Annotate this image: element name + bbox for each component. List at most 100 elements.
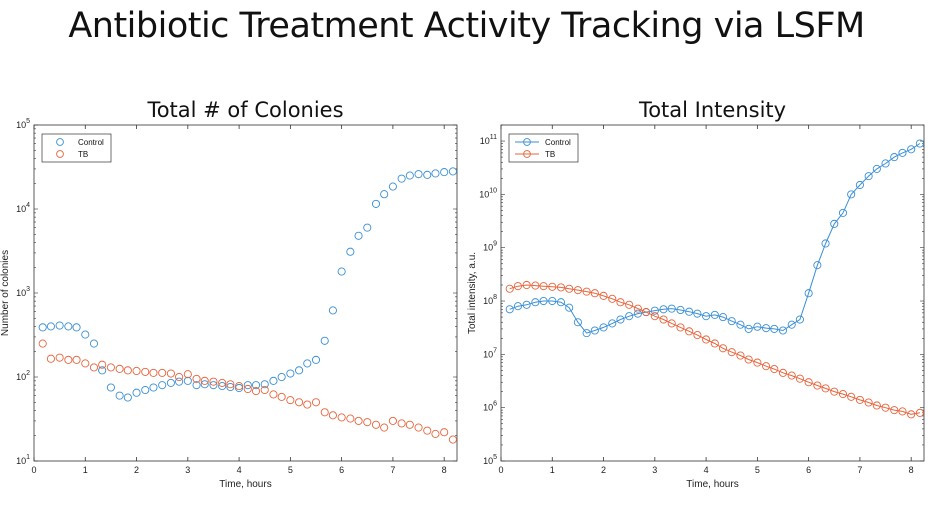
data-point [795,374,804,383]
data-point [847,392,856,401]
data-point [311,398,321,407]
data-point [260,385,269,395]
x-tick-label: 4 [237,465,242,475]
data-point [608,319,617,328]
data-point [149,368,158,377]
data-point [235,383,244,393]
data-point [251,387,261,396]
data-point [633,304,642,313]
data-point [218,382,227,391]
data-point [625,300,634,309]
data-point [337,413,346,422]
x-tick-label: 7 [857,465,862,475]
data-point [218,378,227,387]
y-axis-label: Number of colonies [0,250,11,336]
data-point [260,380,269,389]
data-point [81,330,90,339]
data-point [872,164,881,173]
x-tick-label: 5 [755,465,760,475]
data-point [505,305,514,314]
data-point [864,172,873,181]
data-point [286,369,295,378]
data-point [736,320,745,329]
y-tick-label: 103 [16,286,30,298]
data-point [898,148,907,157]
y-tick-label: 101 [16,454,30,466]
data-point [72,323,81,332]
data-point [55,353,64,362]
data-point [770,324,779,333]
legend-marker [56,138,64,146]
data-point [881,403,890,412]
legend-label: TB [78,150,88,159]
series-control [505,139,924,338]
data-point [132,388,141,397]
data-point [599,291,608,300]
data-point [659,315,668,324]
data-point [354,231,363,240]
data-point [72,355,81,364]
data-point [380,190,389,199]
data-point [371,199,381,208]
data-point [890,406,899,415]
x-tick-label: 8 [909,465,914,475]
data-point [243,384,252,394]
data-point [251,381,261,390]
data-point [676,305,685,315]
data-point [158,368,167,377]
data-point [320,408,329,417]
data-point [787,371,796,380]
x-tick-label: 1 [83,465,88,475]
x-tick-label: 7 [390,465,395,475]
y-tick-label: 109 [483,241,497,253]
data-point [556,283,566,292]
data-point [881,159,890,168]
data-point [770,365,779,374]
data-point [531,281,540,290]
data-point [582,287,591,296]
data-point [286,396,295,405]
data-point [141,367,150,376]
y-axis-label: Total intensity, a.u. [467,252,478,334]
data-point [616,315,625,324]
data-point [328,411,337,420]
data-point [303,359,312,368]
x-tick-label: 3 [185,465,190,475]
data-point [855,180,864,190]
data-point [804,378,813,387]
data-point [744,355,753,364]
data-point [380,423,389,432]
data-point [513,282,522,291]
data-point [423,426,432,435]
y-tick-label: 105 [16,118,30,130]
data-point [855,395,864,404]
data-point [565,284,574,293]
data-point [115,364,124,373]
data-point [625,312,634,321]
data-point [346,247,355,256]
data-point [440,168,449,177]
plot-frame [33,124,458,462]
data-point [64,355,73,364]
x-tick-label: 5 [288,465,293,475]
data-point [915,408,924,417]
data-point [123,366,132,375]
data-point [295,398,304,407]
data-point [907,145,916,154]
x-tick-label: 3 [652,465,657,475]
data-point [175,377,184,386]
data-point [642,308,651,317]
data-point [388,182,397,191]
legend-marker [56,150,64,158]
data-point [693,309,702,318]
data-point [363,418,372,427]
series-line [509,143,921,334]
data-point [872,401,881,410]
data-point [303,400,312,409]
legend-label: Control [545,138,571,147]
data-point [89,339,99,348]
data-point [141,385,150,395]
data-point [727,348,736,357]
data-point [405,171,414,180]
data-point [693,331,702,340]
